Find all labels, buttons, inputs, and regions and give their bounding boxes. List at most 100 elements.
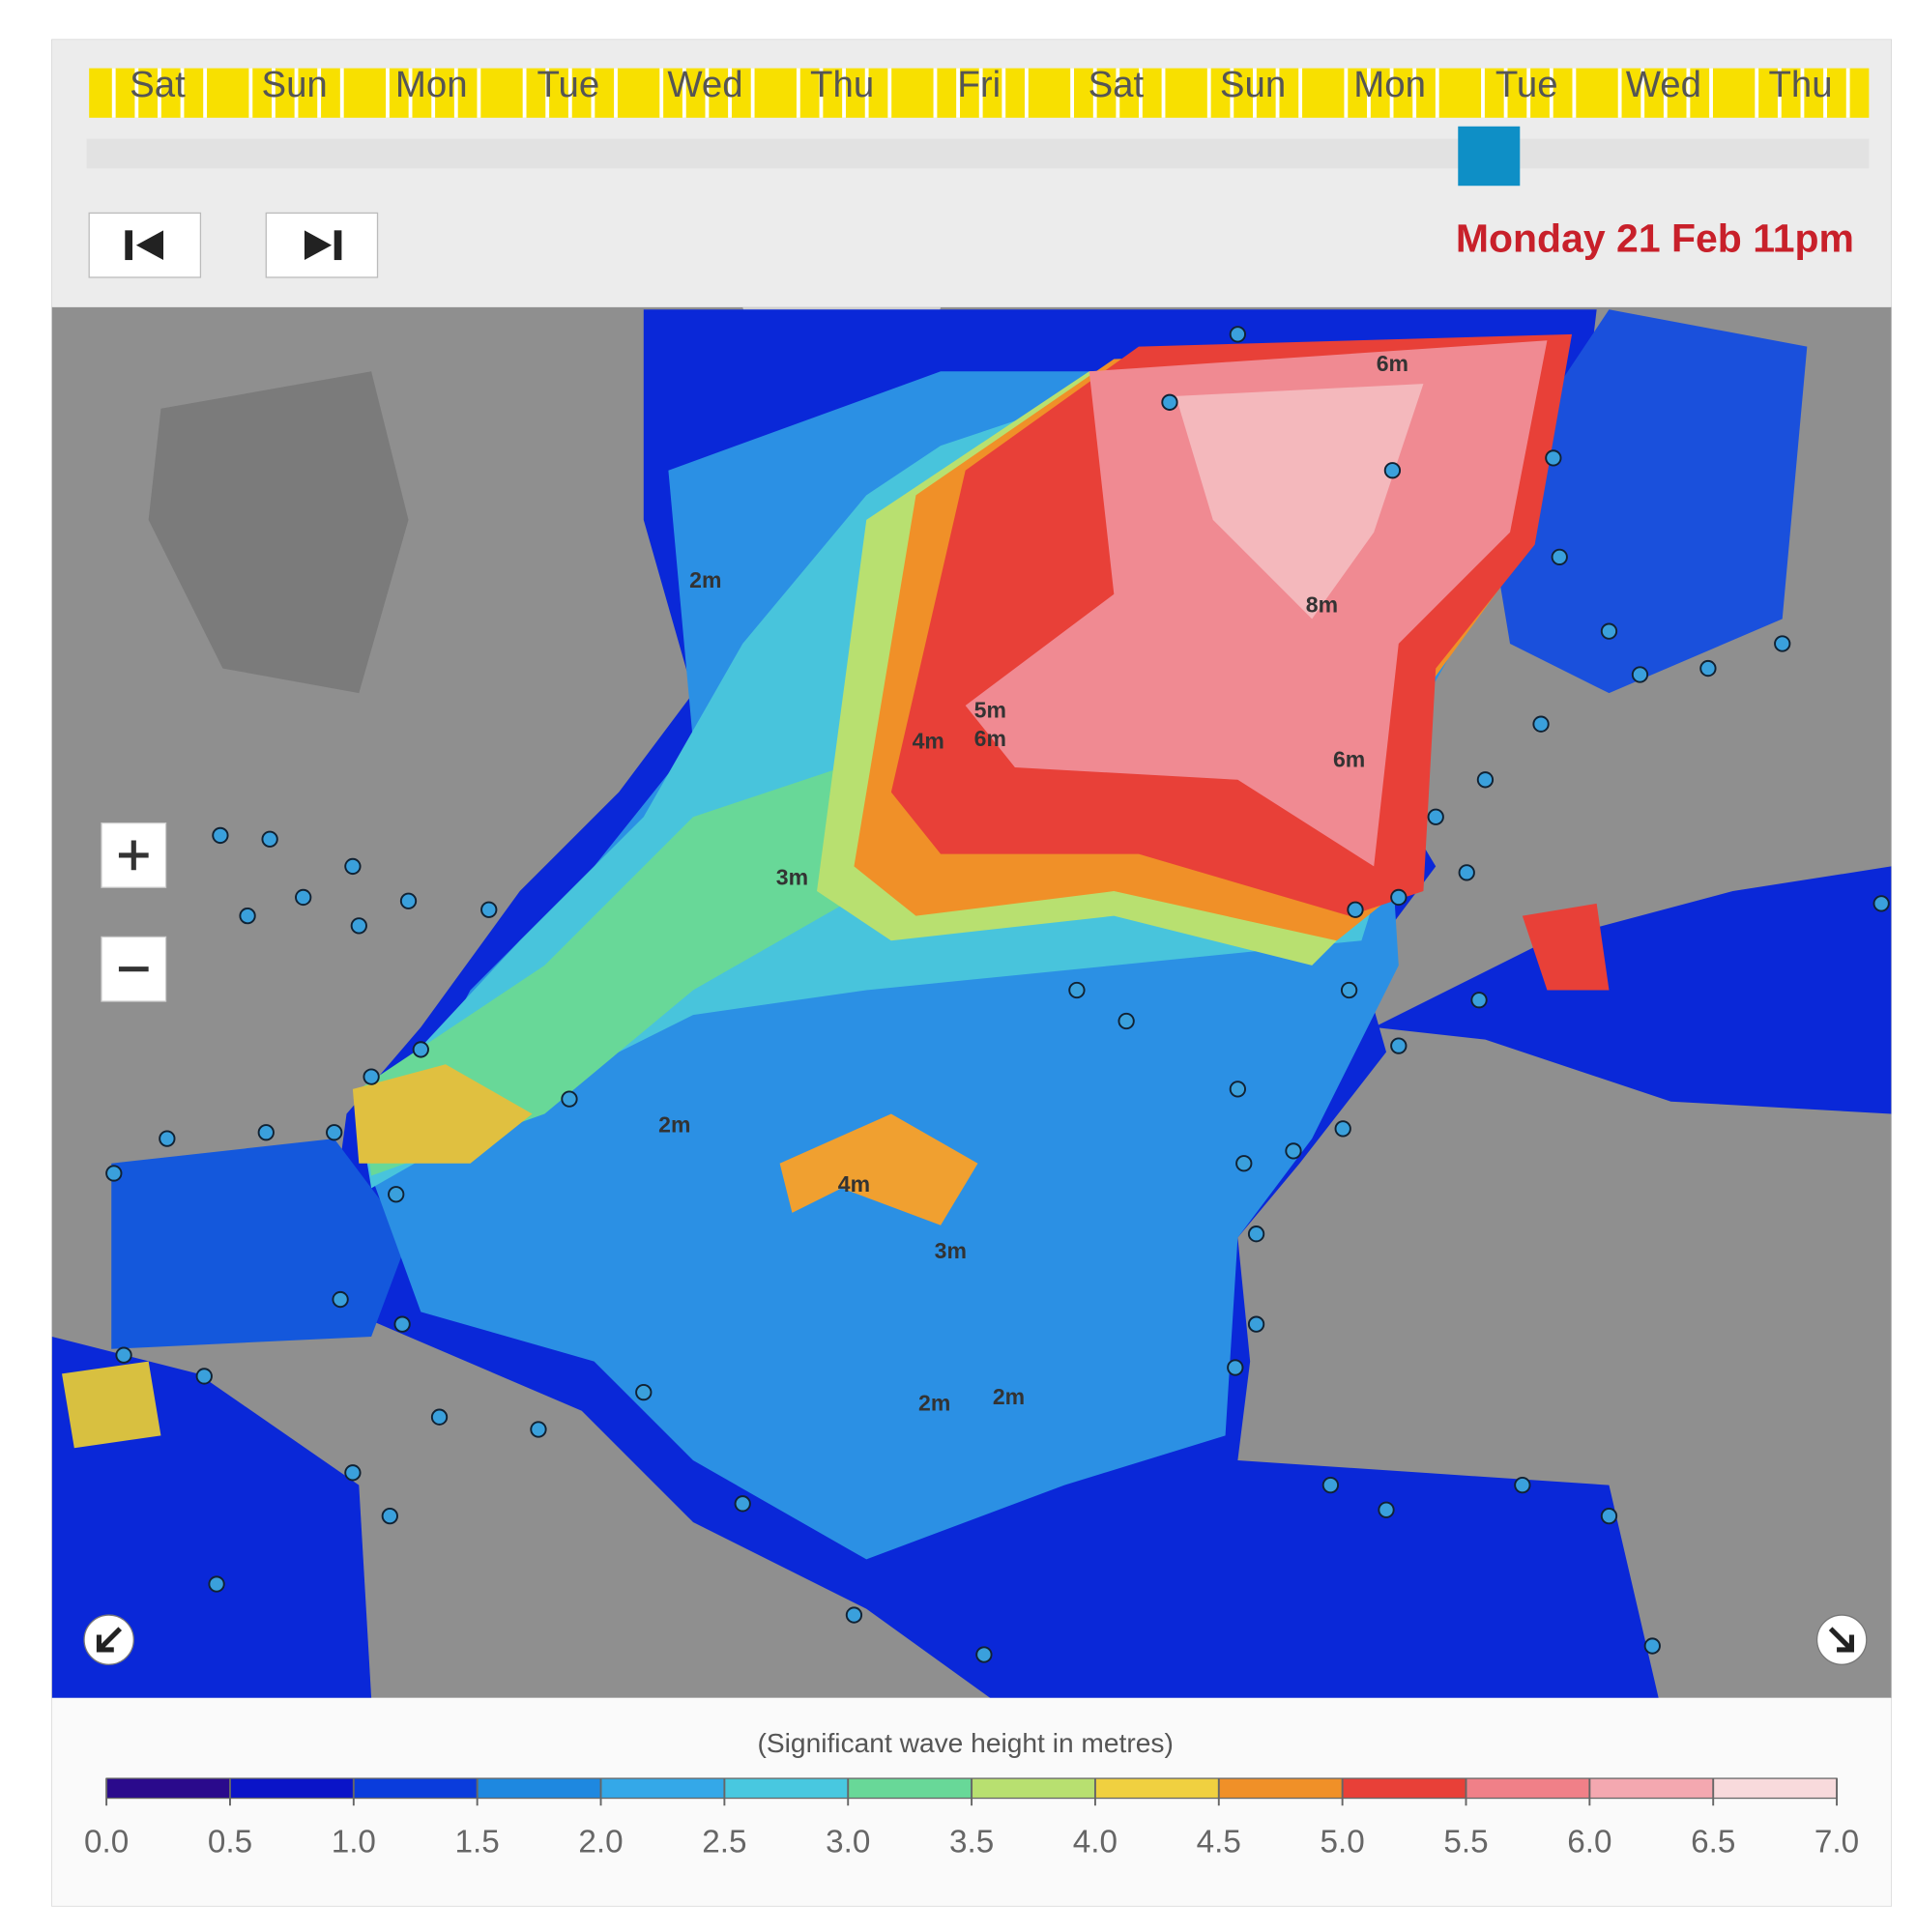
hour-gap [956, 68, 961, 118]
buoys [105, 326, 1890, 1663]
hour-gap [1367, 68, 1371, 118]
slider-track[interactable] [86, 138, 1870, 169]
slider-thumb[interactable] [1458, 126, 1521, 187]
hour-gap [1572, 68, 1577, 118]
contour-label: 6m [1333, 747, 1365, 772]
buoy [1334, 1120, 1351, 1138]
hour-gap [431, 68, 436, 118]
buoy [1699, 659, 1717, 678]
buoy [1643, 1637, 1661, 1655]
hour-gap [705, 68, 710, 118]
buoy [1545, 449, 1562, 467]
hour-gap [567, 68, 572, 118]
contour-label: 8m [1306, 592, 1338, 618]
hour-gap [1435, 68, 1439, 118]
legend-swatch [972, 1778, 1095, 1799]
hour-gap [294, 68, 299, 118]
hour-gap [1503, 68, 1508, 118]
legend-title: (Significant wave height in metres) [758, 1728, 1174, 1758]
zoom-out[interactable] [101, 936, 167, 1002]
buoy [1427, 808, 1444, 825]
hour-gap [408, 68, 413, 118]
buoy [332, 1290, 349, 1309]
hour-gap [933, 68, 938, 118]
buoy [393, 1315, 411, 1333]
mediterranean [1374, 866, 1892, 1114]
legend-swatch [848, 1778, 973, 1799]
legend-tick-label: 6.5 [1691, 1825, 1735, 1860]
hour-gap [842, 68, 846, 118]
zoom-in[interactable] [101, 822, 167, 888]
contour-label: 4m [838, 1171, 870, 1197]
buoy [480, 901, 498, 918]
buoy [295, 888, 312, 907]
legend-swatch [1713, 1778, 1838, 1799]
legend-tick-label: 0.0 [84, 1825, 129, 1860]
pan-southwest[interactable] [83, 1614, 134, 1665]
hour-gap [317, 68, 322, 118]
buoy [1514, 1476, 1531, 1494]
legend-tick-label: 1.0 [332, 1825, 376, 1860]
buoy [1118, 1012, 1135, 1030]
buoy [1247, 1315, 1265, 1333]
hour-gap [1686, 68, 1691, 118]
wave-zone [779, 1113, 978, 1226]
wave-zone [1176, 384, 1424, 620]
day-label: Sat [1089, 64, 1145, 105]
buoy [159, 1130, 176, 1147]
buoy [1247, 1226, 1265, 1243]
day-label: Wed [667, 64, 742, 105]
legend-tick-label: 5.5 [1443, 1825, 1488, 1860]
icon [304, 230, 333, 261]
legend-tick-label: 6.0 [1567, 1825, 1611, 1860]
buoy [1227, 1359, 1244, 1376]
pan-southeast[interactable] [1815, 1614, 1868, 1665]
icon [96, 1627, 123, 1653]
contour-label: 4m [913, 728, 944, 753]
hour-gap [614, 68, 618, 118]
hour-gap [1070, 68, 1075, 118]
buoy [845, 1606, 863, 1624]
map[interactable]: 2m 3m 4m 5m 6m 8m 6m 6m 2m 4m 3m 2m 2m [51, 306, 1892, 1698]
buoy [344, 1464, 362, 1482]
buoy [239, 908, 256, 925]
buoy [1340, 981, 1358, 999]
contour-label: 6m [1377, 351, 1408, 376]
hour-gap [1526, 68, 1531, 118]
hour-gap [522, 68, 527, 118]
legend: 0.0 0.5 1.0 1.5 2.0 2.5 3.0 3.5 4.0 4.5 5.0 5.5 6.0 6… [84, 1777, 1859, 1860]
hour-gap [180, 68, 185, 118]
hour-gap [203, 68, 208, 118]
hour-gap [659, 68, 664, 118]
buoy [105, 1165, 123, 1182]
buoy [208, 1575, 225, 1593]
buoy [1470, 992, 1488, 1009]
icon [118, 840, 149, 871]
buoy [261, 830, 278, 848]
hour-gap [1709, 68, 1713, 118]
day-label: Sun [261, 64, 327, 105]
legend-tick-label: 7.0 [1814, 1825, 1859, 1860]
hour-gap [339, 68, 344, 118]
day-label: Thu [810, 64, 874, 105]
hour-gap [1230, 68, 1234, 118]
hour-gap [1275, 68, 1280, 118]
hour-gap [1138, 68, 1143, 118]
day-label: Mon [1353, 64, 1426, 105]
buoy [381, 1507, 398, 1525]
buoy [412, 1041, 429, 1058]
hour-gap [1002, 68, 1006, 118]
prev-button[interactable] [88, 212, 202, 278]
hour-gap [1640, 68, 1645, 118]
buoy [1229, 1081, 1247, 1098]
next-button[interactable] [265, 212, 379, 278]
contour-label: 2m [993, 1384, 1025, 1409]
buoy [1235, 1155, 1253, 1172]
hour-gap [1823, 68, 1827, 118]
hour-gap [819, 68, 824, 118]
buoy [1378, 1501, 1395, 1518]
buoy [350, 917, 367, 935]
icon [135, 230, 164, 261]
day-label: Mon [395, 64, 468, 105]
buoy [1347, 901, 1364, 918]
